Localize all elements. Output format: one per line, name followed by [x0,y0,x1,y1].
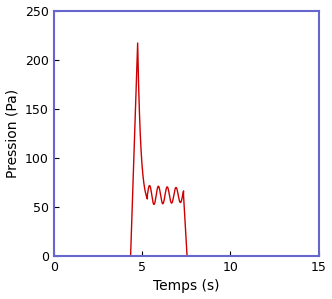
X-axis label: Temps (s): Temps (s) [153,280,219,293]
Y-axis label: Pression (Pa): Pression (Pa) [6,89,20,178]
